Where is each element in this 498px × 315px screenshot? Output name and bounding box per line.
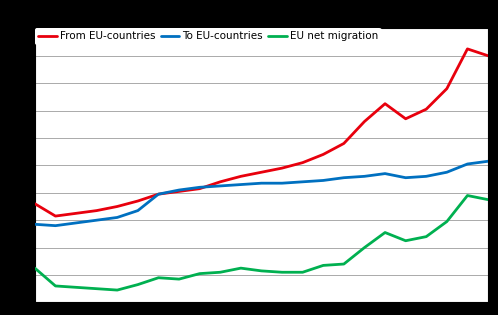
EU net migration [341, 262, 347, 266]
From EU-countries [341, 141, 347, 145]
To EU-countries [155, 192, 161, 196]
To EU-countries [217, 184, 223, 188]
To EU-countries [114, 215, 120, 219]
EU net migration [258, 269, 264, 273]
EU net migration [114, 288, 120, 292]
From EU-countries [155, 192, 161, 196]
To EU-countries [176, 188, 182, 192]
EU net migration [176, 277, 182, 281]
To EU-countries [197, 186, 203, 189]
From EU-countries [135, 199, 141, 203]
EU net migration [155, 276, 161, 280]
EU net migration [465, 194, 471, 198]
To EU-countries [320, 179, 326, 182]
From EU-countries [114, 205, 120, 209]
From EU-countries [94, 209, 100, 213]
To EU-countries [258, 181, 264, 185]
EU net migration [485, 198, 491, 202]
From EU-countries [73, 211, 79, 215]
EU net migration [403, 239, 409, 243]
From EU-countries [52, 214, 58, 218]
EU net migration [197, 272, 203, 276]
EU net migration [217, 270, 223, 274]
EU net migration [52, 284, 58, 288]
EU net migration [279, 270, 285, 274]
From EU-countries [485, 54, 491, 58]
From EU-countries [258, 170, 264, 174]
To EU-countries [362, 175, 368, 178]
To EU-countries [52, 224, 58, 227]
From EU-countries [32, 202, 38, 206]
To EU-countries [403, 176, 409, 180]
EU net migration [73, 285, 79, 289]
From EU-countries [217, 180, 223, 184]
To EU-countries [238, 183, 244, 186]
EU net migration [94, 287, 100, 290]
To EU-countries [300, 180, 306, 184]
Legend: From EU-countries, To EU-countries, EU net migration: From EU-countries, To EU-countries, EU n… [35, 28, 381, 45]
From EU-countries [176, 190, 182, 193]
To EU-countries [135, 209, 141, 213]
To EU-countries [423, 175, 429, 178]
EU net migration [444, 220, 450, 223]
EU net migration [320, 264, 326, 267]
Line: EU net migration: EU net migration [35, 196, 488, 290]
To EU-countries [73, 221, 79, 225]
From EU-countries [423, 107, 429, 111]
From EU-countries [362, 120, 368, 123]
From EU-countries [444, 87, 450, 90]
EU net migration [362, 246, 368, 249]
To EU-countries [444, 170, 450, 174]
EU net migration [423, 235, 429, 238]
EU net migration [135, 283, 141, 286]
From EU-countries [320, 152, 326, 156]
From EU-countries [300, 161, 306, 164]
From EU-countries [197, 187, 203, 191]
From EU-countries [279, 166, 285, 170]
To EU-countries [465, 162, 471, 166]
EU net migration [300, 270, 306, 274]
To EU-countries [341, 176, 347, 180]
To EU-countries [485, 159, 491, 163]
EU net migration [382, 231, 388, 234]
To EU-countries [94, 218, 100, 222]
Line: From EU-countries: From EU-countries [35, 49, 488, 216]
From EU-countries [403, 117, 409, 121]
From EU-countries [238, 175, 244, 178]
To EU-countries [32, 222, 38, 226]
EU net migration [32, 266, 38, 270]
From EU-countries [382, 102, 388, 106]
EU net migration [238, 266, 244, 270]
To EU-countries [279, 181, 285, 185]
To EU-countries [382, 172, 388, 175]
Line: To EU-countries: To EU-countries [35, 161, 488, 226]
From EU-countries [465, 47, 471, 51]
